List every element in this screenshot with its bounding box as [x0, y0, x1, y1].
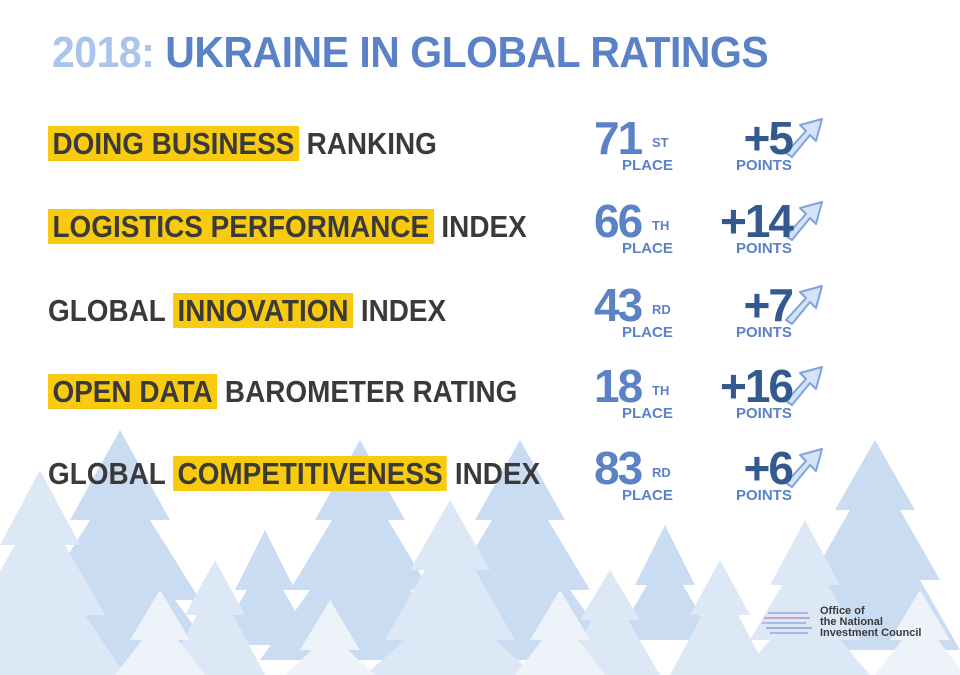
rating-label-post: INDEX [454, 456, 541, 491]
place-block: 83 RD PLACE [594, 441, 684, 511]
points-block: +5 POINTS [700, 111, 840, 181]
place-number: 83 [594, 442, 643, 494]
rating-row-innovation: GLOBAL INNOVATION INDEX 43 RD PLACE +7 P… [0, 279, 960, 353]
place-word: PLACE [622, 240, 673, 257]
rating-label-post: INDEX [441, 209, 527, 244]
rating-row-open-data: OPEN DATA BAROMETER RATING 18 TH PLACE +… [0, 360, 960, 434]
logo-lines-icon [762, 612, 812, 634]
trend-up-arrow-icon [785, 118, 823, 158]
points-word: POINTS [736, 487, 792, 504]
council-logo: Office of the National Investment Counci… [762, 606, 942, 646]
logo-line-3: Investment Council [820, 627, 922, 639]
place-number: 18 [594, 360, 643, 412]
rating-label-pre: GLOBAL [48, 293, 166, 328]
page-title: 2018: UKRAINE IN GLOBAL RATINGS [52, 28, 769, 78]
place-block: 18 TH PLACE [594, 359, 684, 429]
rating-highlight: LOGISTICS PERFORMANCE [48, 209, 434, 244]
points-word: POINTS [736, 324, 792, 341]
points-block: +14 POINTS [700, 194, 840, 264]
place-block: 71 ST PLACE [594, 111, 684, 181]
place-suffix: TH [652, 383, 670, 398]
rating-label-post: BAROMETER RATING [224, 374, 518, 409]
rating-label-pre: GLOBAL [48, 456, 166, 491]
rating-label: DOING BUSINESS RANKING [48, 126, 437, 162]
title-main: UKRAINE IN GLOBAL RATINGS [165, 28, 769, 77]
points-block: +6 POINTS [700, 441, 840, 511]
place-word: PLACE [622, 487, 673, 504]
rating-label: OPEN DATA BAROMETER RATING [48, 374, 517, 410]
place-block: 66 TH PLACE [594, 194, 684, 264]
points-block: +16 POINTS [700, 359, 840, 429]
place-number: 43 [594, 279, 643, 331]
rating-highlight: DOING BUSINESS [48, 126, 299, 161]
place-suffix: TH [652, 218, 670, 233]
place-word: PLACE [622, 157, 673, 174]
points-word: POINTS [736, 157, 792, 174]
rating-row-logistics: LOGISTICS PERFORMANCE INDEX 66 TH PLACE … [0, 195, 960, 269]
rating-label: LOGISTICS PERFORMANCE INDEX [48, 209, 527, 245]
rating-row-competitiveness: GLOBAL COMPETITIVENESS INDEX 83 RD PLACE… [0, 442, 960, 516]
rating-label-post: RANKING [306, 126, 437, 161]
place-number: 66 [594, 195, 643, 247]
place-word: PLACE [622, 405, 673, 422]
trend-up-arrow-icon [785, 448, 823, 488]
place-block: 43 RD PLACE [594, 278, 684, 348]
place-suffix: RD [652, 302, 671, 317]
points-number: +16 [719, 360, 794, 412]
points-block: +7 POINTS [700, 278, 840, 348]
points-word: POINTS [736, 240, 792, 257]
trend-up-arrow-icon [785, 366, 823, 406]
title-year: 2018: [52, 28, 155, 77]
place-number: 71 [594, 112, 643, 164]
rating-label-post: INDEX [360, 293, 447, 328]
trend-up-arrow-icon [785, 285, 823, 325]
logo-text: Office of the National Investment Counci… [820, 606, 921, 639]
logo-line-2: the National [820, 616, 883, 628]
place-suffix: RD [652, 465, 671, 480]
points-number: +14 [719, 195, 794, 247]
rating-highlight: OPEN DATA [48, 374, 218, 409]
rating-highlight: INNOVATION [173, 293, 354, 328]
trend-up-arrow-icon [785, 201, 823, 241]
points-number: +5 [743, 112, 794, 164]
rating-highlight: COMPETITIVENESS [173, 456, 448, 491]
logo-line-1: Office of [820, 605, 865, 617]
place-word: PLACE [622, 324, 673, 341]
points-word: POINTS [736, 405, 792, 422]
place-suffix: ST [652, 135, 669, 150]
points-number: +6 [743, 442, 794, 494]
points-number: +7 [743, 279, 794, 331]
rating-row-doing-business: DOING BUSINESS RANKING 71 ST PLACE +5 PO… [0, 112, 960, 186]
rating-label: GLOBAL INNOVATION INDEX [48, 293, 446, 329]
rating-label: GLOBAL COMPETITIVENESS INDEX [48, 456, 540, 492]
